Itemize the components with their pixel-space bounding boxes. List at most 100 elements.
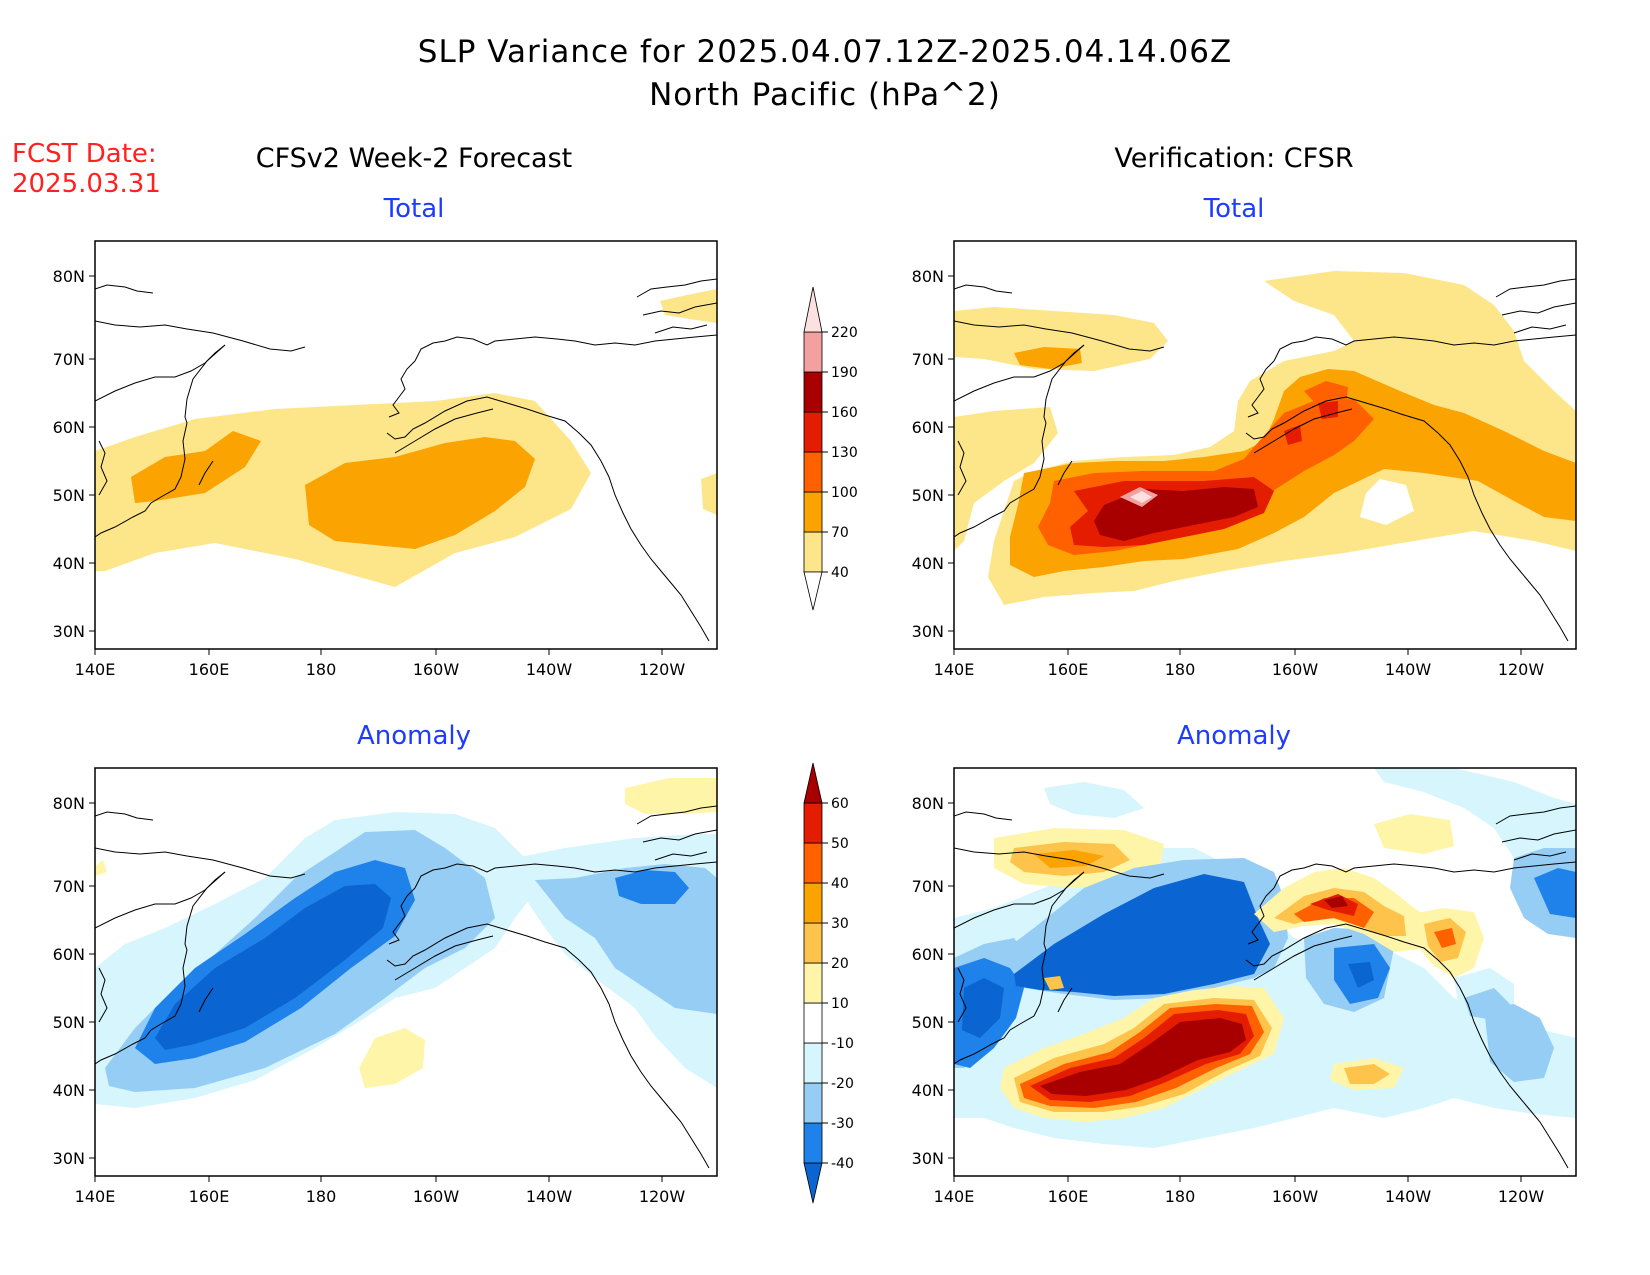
colorbar-swatch: [804, 843, 822, 883]
colorbar-swatch: [804, 372, 822, 412]
lon-tick-label: 140E: [934, 660, 975, 679]
colorbar-tick-label: 20: [831, 956, 849, 972]
lon-tick-label: 160W: [413, 660, 460, 679]
lon-tick-label: 160W: [1272, 1187, 1319, 1206]
colorbar-anomaly: -40 -30 -20 -10 10 20 30 40 50 60: [804, 763, 854, 1203]
figure: SLP Variance for 2025.04.07.12Z-2025.04.…: [0, 0, 1650, 1275]
lon-tick-label: 140W: [1385, 1187, 1432, 1206]
lat-tick-label: 60N: [912, 945, 944, 964]
lat-tick-label: 60N: [53, 945, 85, 964]
colorbar-swatch: [804, 452, 822, 492]
lon-tick-label: 140W: [526, 1187, 573, 1206]
lat-tick-label: 60N: [53, 418, 85, 437]
colorbar-swatch: [804, 412, 822, 452]
title-line-1: SLP Variance for 2025.04.07.12Z-2025.04.…: [418, 34, 1232, 70]
lon-tick-label: 180: [306, 660, 337, 679]
colorbar-swatch: [804, 532, 822, 572]
fcst-date-label: FCST Date:: [12, 139, 157, 169]
colorbar-tick-label: 10: [831, 996, 849, 1012]
colorbar-tick-label: -10: [831, 1036, 854, 1052]
colorbar-swatch: [804, 1043, 822, 1083]
map-panel-forecast-total: [95, 241, 717, 649]
lon-tick-label: 180: [1165, 660, 1196, 679]
lon-tick-label: 180: [306, 1187, 337, 1206]
colorbar-swatch: [804, 923, 822, 963]
lon-tick-label: 120W: [639, 1187, 686, 1206]
colorbar-swatch: [804, 963, 822, 1003]
lon-tick-label: 140E: [75, 1187, 116, 1206]
lat-tick-label: 70N: [912, 350, 944, 369]
map-panel-verification-total: [954, 241, 1576, 649]
colorbar-swatch: [804, 332, 822, 372]
lat-tick-label: 80N: [53, 267, 85, 286]
panel-label-forecast-total: Total: [383, 194, 445, 224]
lon-tick-label: 120W: [1498, 1187, 1545, 1206]
lon-tick-label: 160E: [1048, 1187, 1089, 1206]
panel-label-verification-total: Total: [1203, 194, 1265, 224]
lat-tick-label: 50N: [912, 486, 944, 505]
map-panel-verification-anomaly: [954, 768, 1576, 1176]
colorbar-tick-label: 190: [831, 365, 858, 381]
lat-tick-label: 80N: [53, 794, 85, 813]
lat-tick-label: 40N: [912, 554, 944, 573]
lat-tick-label: 50N: [53, 486, 85, 505]
colorbar-tick-label: 100: [831, 485, 858, 501]
colorbar-tick-label: -30: [831, 1116, 854, 1132]
colorbar-tick-label: 30: [831, 916, 849, 932]
colorbar-tick-label: 40: [831, 876, 849, 892]
lat-tick-label: 70N: [53, 877, 85, 896]
lon-tick-label: 140W: [1385, 660, 1432, 679]
lat-tick-label: 80N: [912, 794, 944, 813]
lat-tick-label: 30N: [912, 622, 944, 641]
colorbar-tick-label: 160: [831, 405, 858, 421]
colorbar-tick-label: 220: [831, 325, 858, 341]
lon-tick-label: 160E: [189, 660, 230, 679]
colorbar-swatch: [804, 572, 822, 610]
colorbar-tick-label: 70: [831, 525, 849, 541]
colorbar-tick-label: 40: [831, 565, 849, 581]
colorbar-tick-label: -20: [831, 1076, 854, 1092]
colorbar-swatch: [804, 1123, 822, 1163]
colorbar-swatch: [804, 803, 822, 843]
colorbar-swatch: [804, 1003, 822, 1043]
panel-label-verification-anomaly: Anomaly: [1177, 721, 1291, 751]
lat-tick-label: 50N: [53, 1013, 85, 1032]
map-panel-forecast-anomaly: [95, 768, 717, 1176]
lon-tick-label: 180: [1165, 1187, 1196, 1206]
lat-tick-label: 40N: [53, 554, 85, 573]
lon-tick-label: 140E: [75, 660, 116, 679]
lon-tick-label: 160W: [1272, 660, 1319, 679]
lon-tick-label: 120W: [639, 660, 686, 679]
colorbar-swatch: [804, 1163, 822, 1203]
colorbar-tick-label: 130: [831, 445, 858, 461]
lat-tick-label: 80N: [912, 267, 944, 286]
lat-tick-label: 30N: [53, 1149, 85, 1168]
fcst-date-value: 2025.03.31: [12, 169, 161, 199]
lat-tick-label: 70N: [53, 350, 85, 369]
lat-tick-label: 60N: [912, 418, 944, 437]
lon-tick-label: 160E: [189, 1187, 230, 1206]
lat-tick-label: 50N: [912, 1013, 944, 1032]
lat-tick-label: 40N: [53, 1081, 85, 1100]
colorbar-tick-label: 50: [831, 836, 849, 852]
lon-tick-label: 160W: [413, 1187, 460, 1206]
lon-tick-label: 140E: [934, 1187, 975, 1206]
column-title-verification: Verification: CFSR: [1114, 143, 1353, 174]
colorbar-total: 40 70 100 130 160 190 220: [804, 287, 858, 610]
colorbar-swatch: [804, 1083, 822, 1123]
colorbar-tick-label: 60: [831, 796, 849, 812]
lon-tick-label: 140W: [526, 660, 573, 679]
lat-tick-label: 30N: [912, 1149, 944, 1168]
colorbar-swatch: [804, 883, 822, 923]
colorbar-swatch: [804, 287, 822, 332]
colorbar-swatch: [804, 763, 822, 803]
panel-label-forecast-anomaly: Anomaly: [357, 721, 471, 751]
lat-tick-label: 70N: [912, 877, 944, 896]
lon-tick-label: 120W: [1498, 660, 1545, 679]
column-title-forecast: CFSv2 Week-2 Forecast: [256, 143, 573, 174]
title-line-2: North Pacific (hPa^2): [649, 77, 1001, 113]
lat-tick-label: 30N: [53, 622, 85, 641]
colorbar-tick-label: -40: [831, 1156, 854, 1172]
lon-tick-label: 160E: [1048, 660, 1089, 679]
colorbar-swatch: [804, 492, 822, 532]
